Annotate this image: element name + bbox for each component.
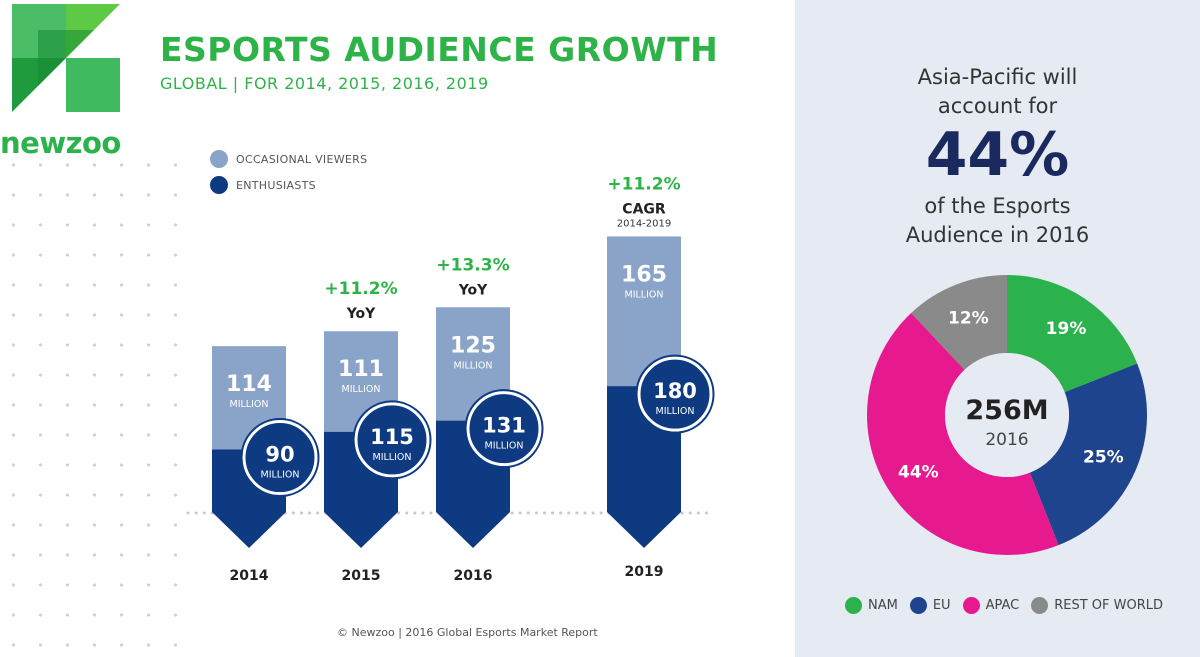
donut-center-value: 256M — [965, 395, 1048, 426]
label-enthusiasts-value-2016: 131 — [482, 414, 526, 438]
badge-enthusiasts-2019 — [637, 356, 713, 432]
tick-label-2014: 2014 — [230, 568, 269, 584]
label-enthusiasts-unit-2015: MILLION — [373, 452, 412, 463]
badge-ring-2014 — [240, 418, 320, 498]
donut-legend-item-apac: APAC — [962, 597, 1020, 614]
label-occasional-value-2015: 111 — [338, 357, 384, 382]
growth-label-2015: YoY — [346, 306, 376, 322]
donut-hole — [945, 353, 1069, 477]
bar-legend: OCCASIONAL VIEWERS ENTHUSIASTS — [210, 146, 367, 198]
legend-dot-apac — [962, 597, 980, 614]
tick-label-2015: 2015 — [342, 568, 381, 584]
newzoo-logo-icon — [12, 4, 120, 112]
badge-ring-2019 — [635, 354, 715, 434]
growth-value-2015: +11.2% — [324, 279, 397, 299]
legend-dot-nam — [845, 597, 862, 614]
growth-value-2016: +13.3% — [436, 255, 509, 275]
label-enthusiasts-unit-2014: MILLION — [261, 470, 300, 481]
legend-swatch-occasional — [210, 150, 228, 168]
label-enthusiasts-unit-2019: MILLION — [656, 406, 695, 417]
label-occasional-value-2016: 125 — [450, 333, 496, 358]
donut-center-label: 2016 — [985, 430, 1028, 450]
donut-label-apac: 44% — [898, 462, 939, 482]
badge-enthusiasts-2015 — [354, 402, 430, 478]
panel-line4: Audience in 2016 — [905, 223, 1090, 247]
growth-label-2019: CAGR — [622, 201, 666, 217]
label-enthusiasts-unit-2016: MILLION — [485, 441, 524, 452]
donut-legend-item-nam: NAM — [845, 597, 898, 614]
donut-legend: NAM EU APAC REST OF WORLD — [845, 597, 1175, 614]
legend-item-occasional: OCCASIONAL VIEWERS — [210, 146, 367, 172]
footer-copyright: © Newzoo | 2016 Global Esports Market Re… — [337, 626, 598, 639]
label-occasional-value-2019: 165 — [621, 262, 667, 287]
panel-line2: account for — [937, 94, 1058, 118]
growth-label-2016: YoY — [458, 282, 488, 298]
donut-slice-apac — [867, 312, 1059, 555]
label-occasional-unit-2015: MILLION — [342, 384, 381, 395]
label-occasional-unit-2019: MILLION — [625, 289, 664, 300]
legend-dot-eu — [909, 597, 927, 614]
label-enthusiasts-value-2019: 180 — [653, 379, 697, 403]
donut-slice-eu — [1029, 363, 1147, 546]
newzoo-logo: newzoo — [0, 0, 130, 160]
donut-label-eu: 25% — [1083, 448, 1124, 468]
label-occasional-unit-2016: MILLION — [454, 360, 493, 371]
legend-dot-rest — [1031, 597, 1049, 614]
page-title: ESPORTS AUDIENCE GROWTH — [160, 30, 719, 69]
badge-enthusiasts-2014 — [242, 420, 318, 496]
tick-label-2016: 2016 — [454, 568, 493, 584]
panel-intro: Asia-Pacific will account for — [795, 63, 1200, 121]
panel-outro: of the Esports Audience in 2016 — [795, 192, 1200, 250]
donut-slice-rest-of-world — [911, 275, 1007, 370]
label-enthusiasts-value-2015: 115 — [370, 425, 414, 449]
growth-value-2019: +11.2% — [607, 174, 680, 194]
donut-legend-item-rest: REST OF WORLD — [1031, 597, 1163, 614]
panel-line3: of the Esports — [924, 194, 1071, 218]
label-occasional-unit-2014: MILLION — [230, 399, 269, 410]
brand-name: newzoo — [0, 126, 121, 160]
legend-label-apac: APAC — [985, 598, 1020, 613]
badge-ring-2015 — [352, 400, 432, 480]
label-occasional-value-2014: 114 — [226, 372, 272, 397]
donut-legend-item-eu: EU — [909, 597, 951, 614]
bar-chart: 114 MILLION 90 MILLION 2014 111 MILLION 115 MILL… — [186, 174, 715, 584]
tick-label-2019: 2019 — [625, 564, 664, 580]
badge-enthusiasts-2016 — [466, 391, 542, 467]
donut-slice-nam — [1007, 275, 1138, 393]
panel-big-stat: 44% — [925, 120, 1070, 190]
legend-label-occasional: OCCASIONAL VIEWERS — [236, 152, 368, 166]
badge-ring-2016 — [464, 389, 544, 469]
dot-pattern — [0, 150, 200, 650]
legend-item-enthusiasts: ENTHUSIASTS — [210, 172, 367, 198]
donut-chart: 19% 25% 44% 12% 256M 2016 — [867, 275, 1147, 555]
growth-sublabel-2019: 2014-2019 — [617, 218, 672, 229]
page-subtitle: GLOBAL | FOR 2014, 2015, 2016, 2019 — [160, 74, 489, 93]
panel-line1: Asia-Pacific will — [917, 65, 1078, 89]
donut-label-nam: 19% — [1046, 319, 1087, 339]
legend-label-rest: REST OF WORLD — [1054, 598, 1164, 613]
legend-label-enthusiasts: ENTHUSIASTS — [236, 178, 316, 192]
donut-label-rest-of-world: 12% — [948, 308, 989, 328]
legend-swatch-enthusiasts — [210, 176, 228, 194]
legend-label-eu: EU — [932, 598, 951, 613]
legend-label-nam: NAM — [868, 598, 898, 613]
label-enthusiasts-value-2014: 90 — [265, 443, 294, 467]
